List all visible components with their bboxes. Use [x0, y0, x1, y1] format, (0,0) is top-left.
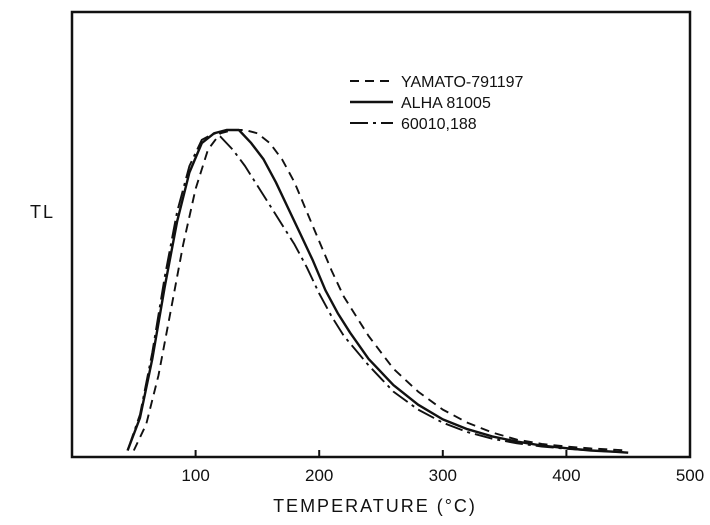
y-axis-title: TL [30, 202, 55, 222]
legend: YAMATO-791197 ALHA 81005 60010,188 [350, 74, 524, 133]
x-tick-label-300: 300 [429, 466, 457, 485]
legend-label-1: ALHA 81005 [401, 95, 491, 112]
x-tick-label-200: 200 [305, 466, 333, 485]
legend-label-0: YAMATO-791197 [401, 74, 524, 91]
x-tick-label-500: 500 [676, 466, 704, 485]
series-lines [126, 128, 629, 454]
plot-border [70, 10, 692, 459]
legend-label-2: 60010,188 [401, 116, 477, 133]
series-line-0 [132, 129, 629, 452]
series-line-1 [126, 128, 629, 454]
x-tick-label-100: 100 [181, 466, 209, 485]
x-axis-ticks: 100 200 300 400 500 [181, 450, 704, 485]
plot-frame [70, 10, 692, 459]
x-axis-title: TEMPERATURE (°C) [273, 496, 477, 516]
x-tick-label-400: 400 [552, 466, 580, 485]
series-line-2 [126, 132, 629, 454]
